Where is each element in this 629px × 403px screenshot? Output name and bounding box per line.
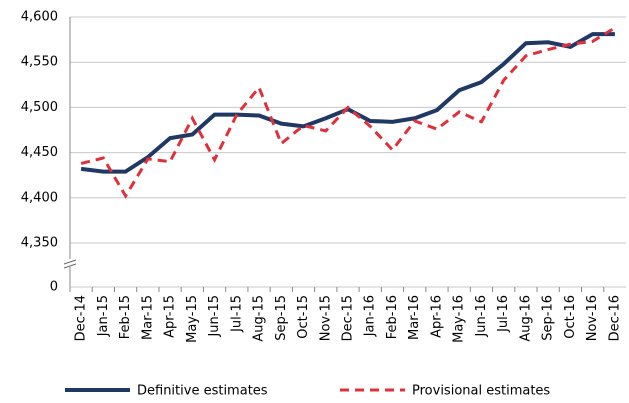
- legend-label: Definitive estimates: [137, 384, 268, 399]
- y-tick-label: 4,350: [21, 236, 58, 251]
- legend-label: Provisional estimates: [412, 384, 550, 399]
- x-tick-label: Oct-16: [563, 295, 578, 339]
- x-tick-label: Feb-16: [385, 295, 400, 339]
- x-tick-label: Apr-15: [163, 295, 178, 338]
- x-tick-label: Aug-15: [252, 295, 267, 342]
- x-tick-label: Feb-15: [118, 295, 133, 339]
- x-tick-label: Dec-14: [74, 295, 89, 341]
- x-tick-label: Sep-16: [541, 295, 556, 341]
- y-tick-label: 0: [50, 280, 58, 295]
- x-tick-label: Apr-16: [429, 295, 444, 338]
- series-line: [80, 26, 616, 199]
- x-tick-label: Jan-15: [96, 295, 111, 337]
- x-tick-label: Nov-16: [585, 295, 600, 341]
- x-tick-label: Jun-15: [207, 295, 222, 338]
- x-tick-label: Dec-16: [607, 295, 622, 341]
- y-tick-label: 4,500: [21, 100, 58, 115]
- y-tick-label: 4,550: [21, 55, 58, 70]
- y-tick-label: 4,400: [21, 190, 58, 205]
- x-tick-label: May-15: [185, 295, 200, 343]
- x-tick-label: Jul-15: [229, 295, 244, 333]
- x-tick-label: Oct-15: [296, 295, 311, 339]
- x-tick-label: Mar-15: [140, 295, 155, 340]
- x-tick-label: Jan-16: [363, 295, 378, 337]
- y-tick-label: 4,600: [21, 10, 58, 25]
- x-tick-label: Dec-15: [341, 295, 356, 341]
- x-tick-label: Jul-16: [496, 295, 511, 333]
- x-tick-label: May-16: [452, 295, 467, 343]
- x-tick-label: Mar-16: [407, 295, 422, 340]
- x-tick-label: Nov-15: [318, 295, 333, 341]
- y-tick-label: 4,450: [21, 145, 58, 160]
- axis-break: [63, 259, 77, 269]
- x-tick-label: Aug-16: [518, 295, 533, 342]
- x-tick-label: Jun-16: [474, 295, 489, 338]
- x-tick-label: Sep-15: [274, 295, 289, 341]
